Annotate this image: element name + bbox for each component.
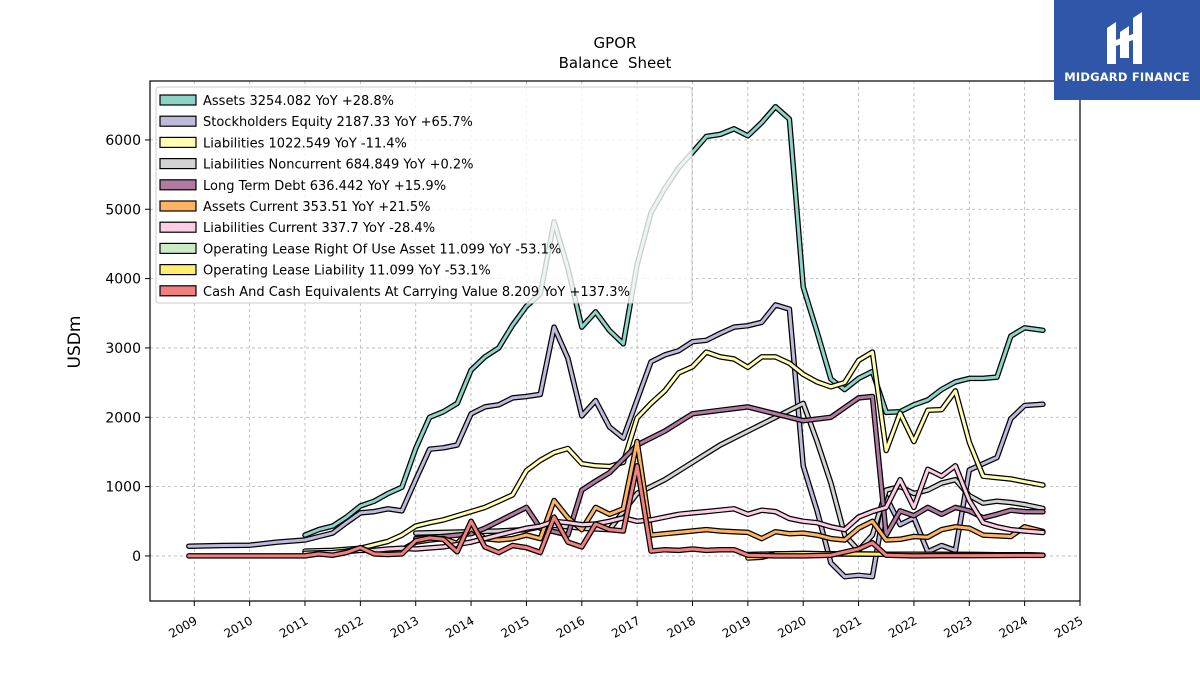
- legend-label: Operating Lease Right Of Use Asset 11.09…: [203, 242, 561, 257]
- legend-swatch: [159, 115, 197, 127]
- x-tick-label: 2020: [775, 613, 808, 640]
- legend-swatch: [159, 285, 197, 297]
- x-tick-label: 2018: [665, 613, 698, 640]
- x-tick-label: 2019: [720, 613, 753, 640]
- y-tick-label: 1000: [105, 480, 141, 496]
- x-tick-label: 2015: [498, 613, 531, 640]
- series-4: [412, 393, 1046, 542]
- y-tick-label: 2000: [105, 410, 141, 426]
- legend-label: Liabilities Current 337.7 YoY -28.4%: [203, 221, 435, 236]
- series-2: [302, 349, 1046, 554]
- brand-name: MIDGARD FINANCE: [1064, 70, 1190, 84]
- x-tick-label: 2025: [1052, 613, 1085, 640]
- series-line: [303, 440, 1045, 556]
- legend-label: Liabilities 1022.549 YoY -11.4%: [203, 136, 407, 151]
- legend-swatch: [159, 264, 197, 276]
- legend: Assets 3254.082 YoY +28.8% Stockholders E…: [155, 86, 693, 304]
- legend-label: Assets 3254.082 YoY +28.8%: [203, 94, 394, 109]
- legend-swatch: [159, 242, 197, 254]
- x-tick-label: 2017: [609, 613, 642, 640]
- y-axis-label: USDm: [65, 316, 85, 369]
- series-line: [303, 464, 1045, 555]
- legend-label: Operating Lease Liability 11.099 YoY -53…: [203, 264, 491, 279]
- series-6: [302, 463, 1046, 556]
- y-tick-label: 3000: [105, 341, 141, 357]
- x-tick-label: 2016: [554, 613, 587, 640]
- legend-swatch: [159, 136, 197, 148]
- legend-box: [155, 86, 693, 304]
- y-tick-label: 4000: [105, 272, 141, 288]
- x-tick-label: 2010: [222, 613, 255, 640]
- plot-frame: [149, 80, 1081, 602]
- x-tick-label: 2022: [886, 613, 919, 640]
- x-tick-label: 2013: [388, 613, 421, 640]
- legend-swatch: [159, 200, 197, 212]
- series-line: [187, 303, 1045, 579]
- midgard-logo-icon: [1107, 12, 1142, 64]
- x-tick-label: 2024: [997, 613, 1030, 640]
- x-tick-label: 2011: [277, 613, 310, 640]
- series-line: [303, 350, 1045, 553]
- x-tick-label: 2023: [941, 613, 974, 640]
- series-9: [186, 463, 1046, 559]
- x-tick-label: 2012: [332, 613, 365, 640]
- series-layer: [186, 103, 1046, 580]
- legend-label: Long Term Debt 636.442 YoY +15.9%: [203, 179, 446, 194]
- y-tick-label: 5000: [105, 202, 141, 218]
- legend-swatch: [159, 179, 197, 191]
- chart-title: GPOR: [594, 34, 637, 52]
- series-line: [414, 395, 1045, 541]
- legend-label: Assets Current 353.51 YoY +21.5%: [203, 200, 430, 215]
- legend-swatch: [159, 94, 197, 106]
- series-1: [186, 302, 1046, 580]
- legend-label: Liabilities Noncurrent 684.849 YoY +0.2%: [203, 158, 474, 173]
- legend-swatch: [159, 221, 197, 233]
- chart-subtitle: Balance Sheet: [559, 54, 672, 72]
- legend-label: Stockholders Equity 2187.33 YoY +65.7%: [203, 115, 473, 130]
- series-line: [187, 464, 1045, 558]
- legend-label: Cash And Cash Equivalents At Carrying Va…: [203, 285, 630, 300]
- legend-swatch: [159, 158, 197, 170]
- x-tick-label: 2021: [831, 613, 864, 640]
- y-tick-label: 0: [132, 549, 141, 565]
- y-tick-label: 6000: [105, 133, 141, 149]
- x-tick-label: 2014: [443, 613, 476, 640]
- series-5: [302, 438, 1046, 558]
- x-tick-label: 2009: [166, 613, 199, 640]
- brand-logo: MIDGARD FINANCE: [1054, 0, 1200, 100]
